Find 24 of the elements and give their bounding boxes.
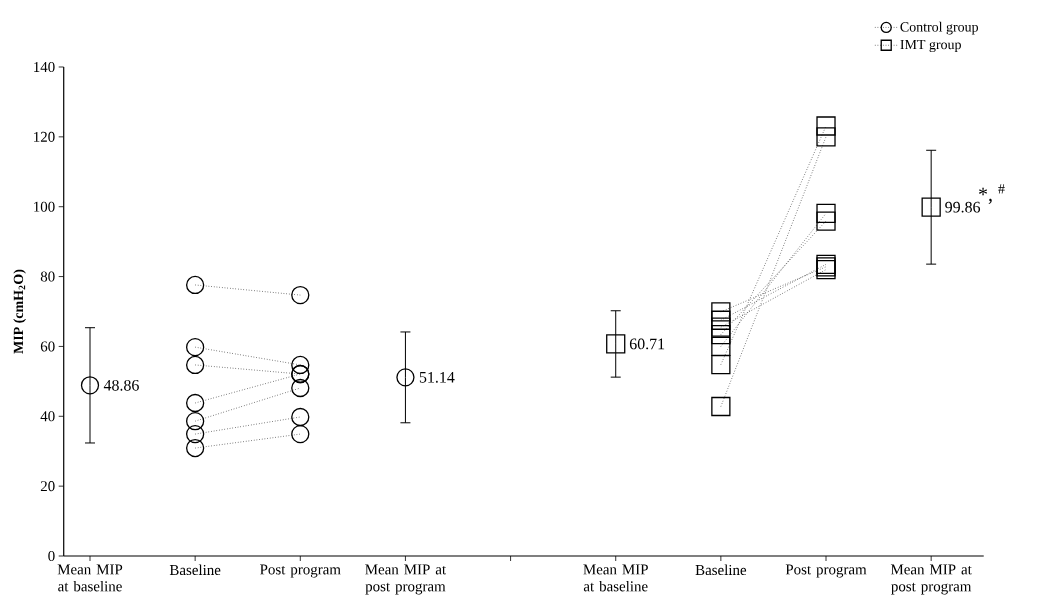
y-axis-title: MIP (cmH$_{2}$O): [13, 269, 26, 354]
y-tick-label: 40: [40, 411, 55, 422]
x-tick-label: Baseline: [169, 564, 221, 576]
legend-label: Control group: [900, 21, 979, 35]
data-label: 99.86: [945, 201, 981, 213]
legend-label: IMT group: [900, 39, 961, 53]
x-tick-label: Mean MIP at post program: [890, 564, 972, 595]
data-label: 48.86: [103, 379, 139, 391]
y-tick-label: 20: [40, 481, 55, 492]
y-tick-label: 100: [34, 201, 55, 212]
x-tick-label: Post program: [785, 564, 867, 578]
y-tick-label: 60: [40, 341, 55, 352]
x-tick-label: Baseline: [695, 564, 747, 576]
y-tick-label: 140: [34, 61, 55, 73]
y-tick-label: 80: [40, 271, 55, 282]
x-tick-label: Mean MIP at post program: [365, 564, 447, 595]
y-tick-label: 0: [48, 550, 55, 562]
x-tick-label: Mean MIP at baseline: [583, 564, 648, 592]
x-tick-label: Mean MIP at baseline: [57, 564, 123, 592]
data-label: 51.14: [419, 372, 455, 383]
data-label: 60.71: [629, 338, 665, 350]
y-tick-label: 120: [34, 131, 55, 142]
x-tick-label: Post program: [260, 564, 341, 578]
annotation: *, $^{#}$: [979, 184, 1005, 204]
